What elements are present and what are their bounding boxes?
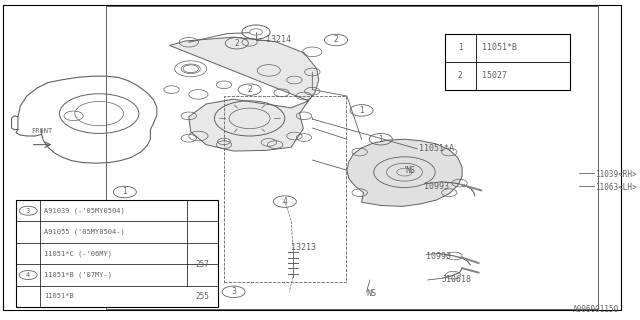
Text: 10993: 10993 — [426, 252, 451, 261]
Text: 11063<LH>: 11063<LH> — [595, 183, 637, 192]
Text: 2: 2 — [234, 39, 239, 48]
Text: 11051*B ('07MY-): 11051*B ('07MY-) — [44, 272, 112, 278]
Bar — [445, 34, 570, 90]
Text: NS: NS — [405, 166, 415, 175]
Text: 11039<RH>: 11039<RH> — [595, 170, 637, 179]
Text: 2: 2 — [247, 85, 252, 94]
Text: NS: NS — [367, 289, 377, 298]
Text: 11051*B: 11051*B — [44, 293, 74, 300]
Text: 1: 1 — [458, 43, 463, 52]
Text: 2: 2 — [154, 232, 159, 241]
Text: FRONT: FRONT — [31, 128, 52, 134]
Text: 257: 257 — [195, 260, 209, 269]
Text: 2: 2 — [458, 71, 463, 80]
Text: 2: 2 — [333, 36, 339, 44]
Text: 13214: 13214 — [266, 36, 291, 44]
Text: A91039 (-'05MY0504): A91039 (-'05MY0504) — [44, 207, 125, 214]
Text: 4: 4 — [26, 272, 30, 278]
Polygon shape — [170, 37, 319, 151]
Text: 1: 1 — [378, 135, 383, 144]
Bar — [106, 6, 598, 309]
Text: 255: 255 — [195, 292, 209, 301]
Polygon shape — [347, 139, 462, 206]
Text: 3: 3 — [26, 208, 30, 214]
Text: 11051*C (-'06MY): 11051*C (-'06MY) — [44, 250, 112, 257]
Text: 15027: 15027 — [482, 71, 507, 80]
Text: 4: 4 — [282, 197, 287, 206]
Text: 3: 3 — [231, 287, 236, 296]
Text: 1: 1 — [359, 106, 364, 115]
Text: 11051*B: 11051*B — [482, 43, 517, 52]
Text: 13213: 13213 — [291, 244, 316, 252]
Text: 10993: 10993 — [424, 182, 449, 191]
Text: 11051*A: 11051*A — [419, 144, 454, 153]
Bar — [16, 200, 218, 307]
Text: A006001150: A006001150 — [573, 305, 620, 314]
Text: A91055 ('05MY0504-): A91055 ('05MY0504-) — [44, 229, 125, 236]
Text: 1: 1 — [122, 188, 127, 196]
Bar — [224, 96, 346, 282]
Text: J10618: J10618 — [442, 276, 472, 284]
